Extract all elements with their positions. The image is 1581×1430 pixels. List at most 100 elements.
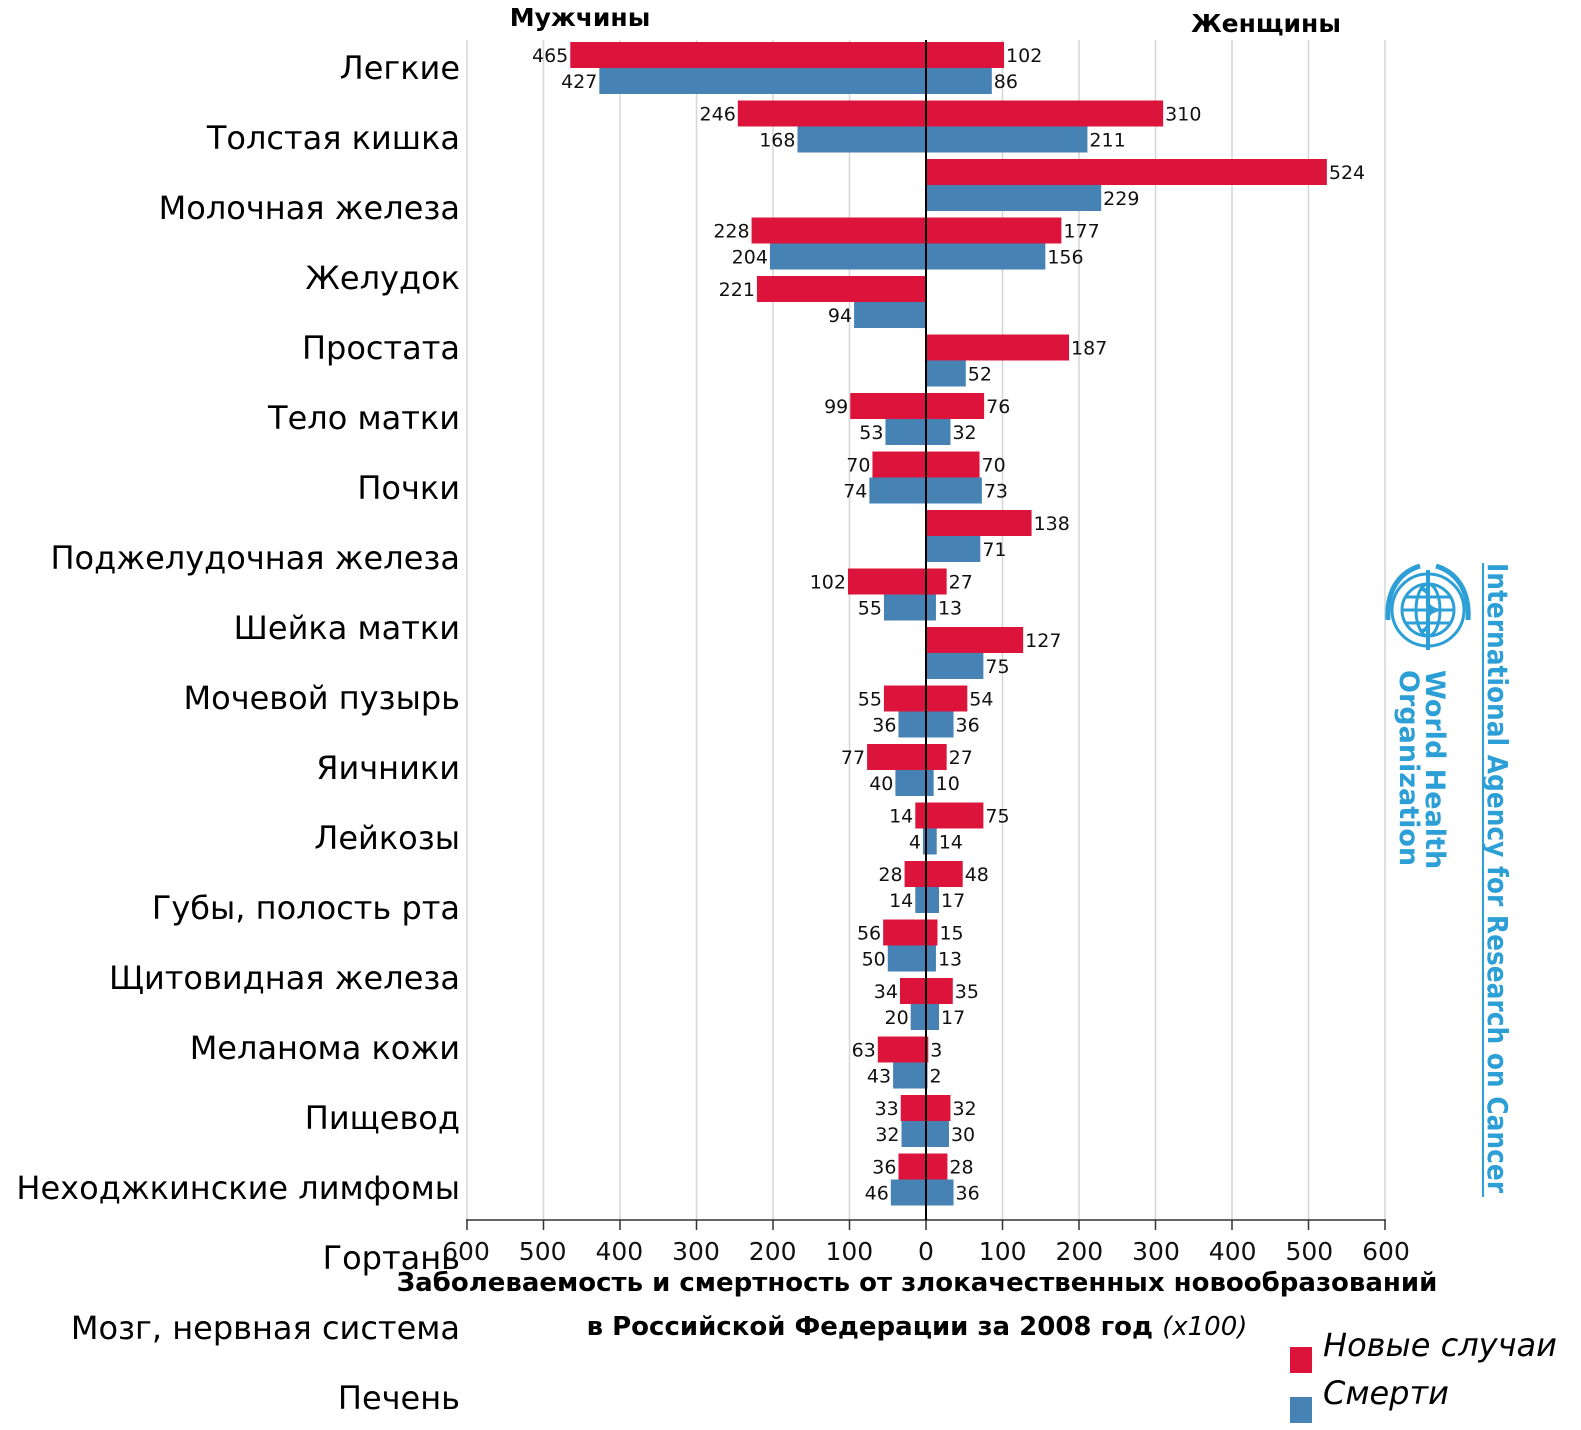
x-tick-label: 600	[442, 1237, 490, 1266]
bar-female-new	[926, 42, 1005, 68]
bar-female-new-label: 32	[952, 1098, 976, 1120]
bar-male-new-label: 55	[858, 689, 882, 711]
category-label: Пищевод	[305, 1099, 460, 1137]
bar-male-new	[899, 978, 926, 1004]
bar-male-new	[898, 1153, 926, 1180]
bar-male-death	[797, 126, 926, 153]
legend: Новые случаи Смерти	[1290, 1326, 1557, 1423]
bar-female-death-label: 30	[951, 1124, 975, 1146]
bar-male-new	[850, 393, 926, 419]
bar-female-death	[926, 594, 936, 621]
bar-male-new-label: 70	[846, 455, 870, 477]
legend-swatch-new-cases	[1290, 1347, 1312, 1373]
bar-male-new	[570, 42, 926, 68]
bar-male-death-label: 4	[909, 832, 921, 854]
bar-female-new-label: 3	[930, 1040, 942, 1062]
bar-female-new-label: 48	[965, 864, 989, 886]
bar-female-new	[926, 100, 1164, 127]
legend-swatch-deaths	[1290, 1397, 1312, 1423]
bar-male-new	[900, 1095, 926, 1121]
bar-female-death-label: 156	[1047, 247, 1083, 269]
bar-male-new	[904, 861, 926, 887]
bar-female-new	[926, 510, 1032, 536]
bar-male-death	[890, 1179, 926, 1206]
bar-female-new-label: 15	[939, 923, 963, 945]
bar-female-death	[926, 126, 1088, 153]
bar-male-new	[883, 685, 926, 712]
bars-layer: 4654271028624616831021152422922820417715…	[532, 42, 1365, 1206]
bar-male-death	[769, 243, 926, 270]
bar-female-death-label: 52	[968, 364, 992, 386]
category-label: Печень	[338, 1379, 460, 1417]
bar-female-new	[926, 1095, 951, 1121]
bar-male-death-label: 36	[872, 715, 896, 737]
bar-male-death	[915, 887, 926, 913]
x-tick-label: 200	[749, 1237, 797, 1266]
x-tick-label: 400	[595, 1237, 643, 1266]
legend-label-new-cases: Новые случаи	[1323, 1326, 1557, 1364]
bar-female-death-label: 36	[956, 1183, 980, 1205]
bar-female-new-label: 177	[1063, 221, 1099, 243]
female-side-label: Женщины	[1191, 9, 1341, 38]
bar-female-new-label: 187	[1071, 338, 1107, 360]
bar-female-death	[926, 1179, 954, 1206]
bar-male-new-label: 33	[875, 1098, 899, 1120]
bar-female-new-label: 70	[982, 455, 1006, 477]
who-name-line-2: Organization	[1393, 670, 1424, 866]
bar-male-death-label: 40	[869, 773, 893, 795]
x-tick-label: 400	[1209, 1237, 1257, 1266]
bar-male-new	[867, 744, 926, 770]
bar-male-death-label: 20	[885, 1007, 909, 1029]
bar-male-death	[895, 770, 926, 796]
bar-female-death	[926, 711, 954, 738]
bar-male-death	[885, 419, 926, 445]
bar-male-new-label: 102	[810, 572, 846, 594]
bar-female-death-label: 10	[936, 773, 960, 795]
bar-male-new-label: 465	[532, 45, 568, 67]
chart-title-line-1: Заболеваемость и смертность от злокачест…	[397, 1268, 1438, 1298]
bar-female-new-label: 35	[955, 981, 979, 1003]
x-tick-label: 100	[979, 1237, 1027, 1266]
bar-female-death-label: 13	[938, 949, 962, 971]
bar-female-new	[926, 1153, 948, 1180]
category-label: Молочная железа	[159, 189, 460, 227]
bar-male-new	[915, 802, 926, 829]
category-label: Яичники	[316, 749, 460, 787]
bar-female-new-label: 28	[949, 1157, 973, 1179]
bar-female-new-label: 76	[986, 396, 1010, 418]
bar-female-death	[926, 477, 982, 504]
bar-female-death	[926, 68, 992, 94]
category-label: Шейка матки	[234, 609, 460, 647]
category-label: Мозг, нервная система	[71, 1309, 460, 1347]
bar-male-death	[922, 828, 926, 855]
category-label: Толстая кишка	[206, 119, 460, 157]
bar-female-new	[926, 568, 947, 595]
bar-male-death	[599, 68, 926, 94]
bar-male-death-label: 94	[828, 305, 852, 327]
who-name-line-1: World Health	[1419, 670, 1450, 869]
bar-female-new-label: 54	[969, 689, 993, 711]
bar-female-new-label: 27	[949, 572, 973, 594]
x-tick-label: 200	[1055, 1237, 1103, 1266]
bar-male-new-label: 36	[872, 1157, 896, 1179]
bar-female-death-label: 17	[941, 1007, 965, 1029]
bar-male-new-label: 246	[700, 104, 736, 126]
bar-male-death-label: 168	[759, 130, 795, 152]
bar-female-death-label: 13	[938, 598, 962, 620]
bar-male-new	[883, 919, 926, 946]
bar-female-new-label: 310	[1165, 104, 1201, 126]
bar-female-new-label: 75	[985, 806, 1009, 828]
x-tick-label: 600	[1362, 1237, 1410, 1266]
bar-male-death-label: 74	[843, 481, 867, 503]
bar-female-death	[926, 1004, 940, 1030]
bar-male-new-label: 28	[878, 864, 902, 886]
category-label: Неходжкинские лимфомы	[16, 1169, 460, 1207]
bar-male-death	[898, 711, 926, 738]
bar-female-new	[926, 393, 985, 419]
bar-female-new	[926, 627, 1024, 653]
bar-female-death-label: 17	[941, 890, 965, 912]
bar-male-new-label: 63	[852, 1040, 876, 1062]
bar-female-death-label: 75	[985, 656, 1009, 678]
bar-female-death-label: 86	[994, 71, 1018, 93]
bar-female-new	[926, 802, 984, 829]
